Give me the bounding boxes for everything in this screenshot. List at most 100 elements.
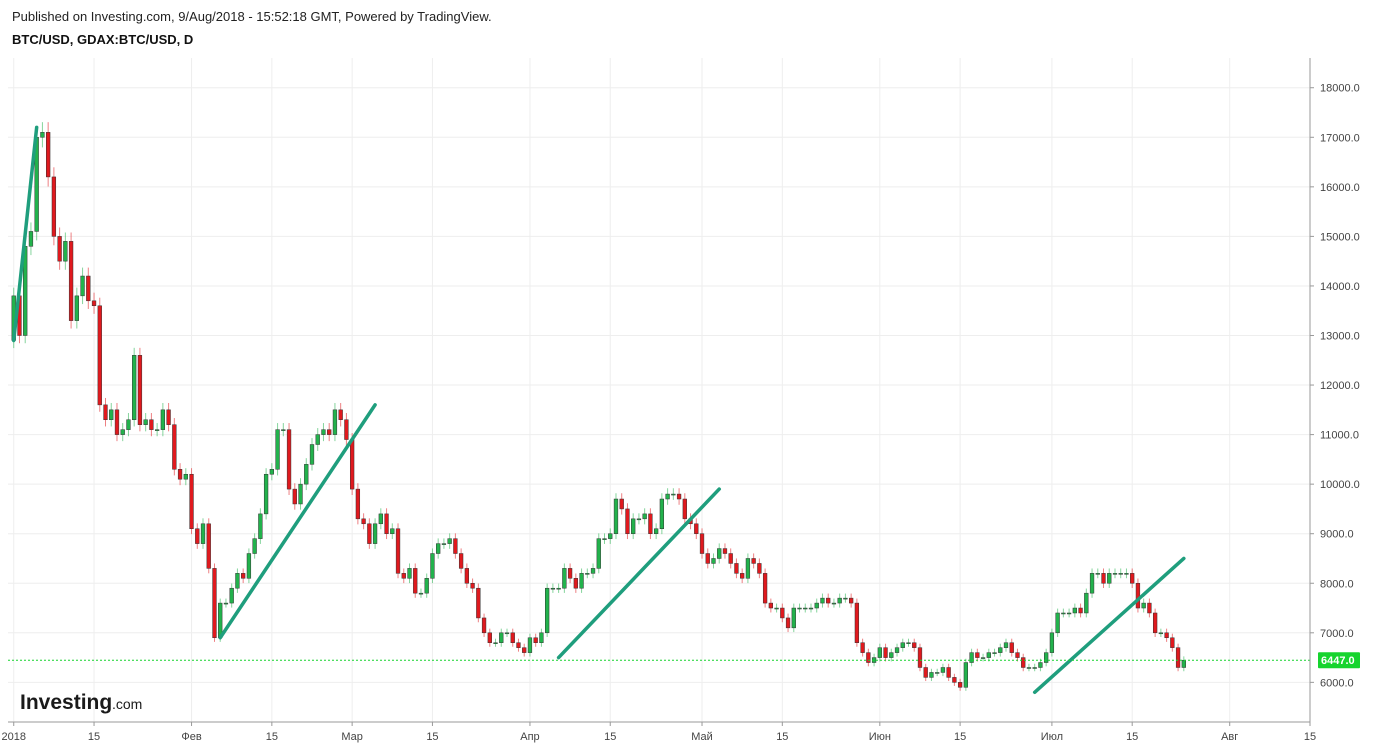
candle-body [200, 523, 206, 544]
candle-body [820, 597, 825, 604]
price-axis[interactable]: 6000.0 7000.0 8000.0 9000.0 10000.0 11000.0 12… [1310, 83, 1360, 690]
time-axis[interactable]: 2018 15 Фев 15 Мар 15 Апр 15 Май 15 Июн 15 Июл 15 Авг 1… [1, 722, 1316, 743]
candle-body [252, 538, 257, 554]
time-tick-label: 15 [604, 731, 616, 743]
candle-body [826, 597, 831, 604]
trendline[interactable] [11, 125, 39, 343]
candle-body [453, 538, 458, 554]
candle-body [458, 553, 464, 569]
candle-body [774, 607, 779, 610]
candle-body [241, 573, 246, 579]
candle-body [935, 672, 940, 674]
candle-body [68, 241, 74, 321]
investing-logo: Investing .com [20, 691, 142, 714]
candle-body [1049, 632, 1055, 653]
candle-body [418, 592, 424, 595]
candle-body [132, 355, 137, 420]
candle-body [562, 568, 567, 589]
candle-body [263, 473, 269, 515]
candle-body [160, 409, 166, 430]
candle-body [986, 652, 991, 658]
candle-body [372, 523, 378, 544]
candle-body [734, 563, 739, 574]
candle-body [1170, 637, 1175, 648]
candle-body [694, 523, 699, 534]
candle-body [608, 533, 613, 539]
price-tick-label: 7000.0 [1320, 628, 1354, 640]
candle-body [1055, 612, 1060, 634]
candle-body [361, 518, 366, 525]
price-tick-label: 10000.0 [1320, 479, 1360, 491]
candle-body [980, 657, 986, 659]
candle-body [699, 533, 705, 554]
candle-body [172, 424, 177, 470]
trendline[interactable] [218, 403, 377, 640]
time-tick-label: 15 [776, 731, 788, 743]
candle-body [1066, 612, 1072, 615]
trendline[interactable] [556, 487, 721, 660]
candle-body [1009, 642, 1014, 653]
candle-body [63, 241, 68, 262]
candle-body [573, 578, 578, 589]
candle-body [613, 498, 619, 534]
candle-body [430, 553, 435, 579]
candle-body [831, 602, 837, 605]
time-tick-label: 15 [1304, 731, 1316, 743]
candle-body [969, 652, 974, 663]
candle-body [648, 513, 653, 534]
candle-body [728, 553, 733, 564]
candle-body [1061, 612, 1066, 615]
candle-body [917, 647, 923, 668]
candle-body [762, 573, 768, 604]
candle-body [539, 632, 544, 643]
candle-body [223, 602, 229, 605]
candle-body [567, 568, 573, 579]
candle-body [957, 682, 963, 688]
candle-body [877, 647, 882, 658]
last-price-tag: 6447.0 [1318, 652, 1360, 669]
candle-body [464, 568, 469, 584]
candle-body [791, 607, 796, 629]
candle-body [1107, 573, 1112, 584]
candle-body [338, 409, 343, 420]
time-tick-label: 15 [954, 731, 966, 743]
candle-body [849, 597, 854, 604]
candle-body [189, 473, 194, 529]
candle-body [281, 429, 286, 431]
candle-body [1158, 632, 1164, 635]
candle-body [395, 528, 401, 574]
candle-body [963, 662, 969, 688]
candle-body [912, 642, 917, 648]
trendline-group[interactable] [11, 125, 1186, 695]
candle-body [797, 607, 802, 610]
trendline[interactable] [1032, 556, 1186, 695]
candle-body [625, 508, 630, 534]
chart-symbol-title: BTC/USD, GDAX:BTC/USD, D [12, 32, 194, 47]
candle-body [653, 528, 659, 534]
time-tick-label: Мар [341, 731, 363, 743]
candle-body [332, 409, 338, 435]
candle-body [40, 132, 45, 138]
candle-body [837, 597, 842, 604]
candle-body [401, 573, 406, 579]
candle-body [103, 404, 108, 420]
candle-body [499, 632, 504, 643]
candle-body [476, 587, 481, 619]
candle-body [894, 647, 900, 653]
logo-text: Investing [20, 691, 112, 714]
candle-body [246, 553, 252, 579]
candle-body [367, 523, 372, 544]
candle-body [533, 637, 538, 643]
candle-body [413, 568, 418, 594]
time-tick-label: 15 [1126, 731, 1138, 743]
candle-body [682, 498, 687, 520]
candle-body [940, 667, 946, 673]
candle-series [11, 122, 1186, 691]
price-tick-label: 14000.0 [1320, 281, 1360, 293]
candle-body [470, 583, 475, 589]
candle-body [378, 513, 383, 525]
candle-body [126, 419, 131, 430]
candle-body [596, 538, 601, 569]
candle-body [304, 464, 309, 485]
